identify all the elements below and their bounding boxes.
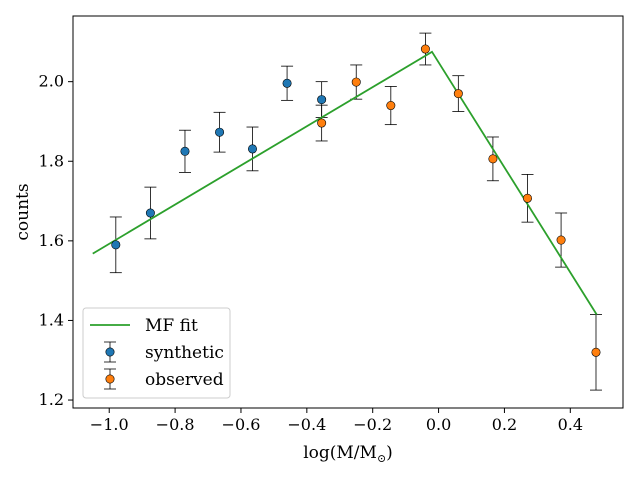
synthetic-point: [215, 127, 225, 137]
legend-observed-label: observed: [145, 370, 224, 390]
x-tick-label: −0.6: [222, 415, 261, 434]
legend-observed-marker: [105, 374, 115, 384]
legend-fit-label: MF fit: [145, 316, 198, 336]
legend: MF fit synthetic observed: [82, 307, 231, 399]
observed-point: [420, 44, 430, 54]
x-tick-label: −0.2: [353, 415, 392, 434]
points-group: [111, 44, 601, 357]
synthetic-point: [247, 144, 257, 154]
legend-box: [82, 307, 231, 399]
y-tick-label: 1.6: [39, 231, 64, 250]
y-tick-label: 1.2: [39, 390, 64, 409]
synthetic-point: [145, 208, 155, 218]
ticks-group: −1.0 −0.8 −0.6 −0.4 −0.2 0.0 0.2 0.4 1.2 1.4 1.6 1.…: [39, 72, 583, 434]
x-tick-label: −1.0: [90, 415, 129, 434]
y-axis-label: counts: [13, 183, 33, 240]
x-axis-label: log(M/M⊙): [303, 443, 393, 465]
synthetic-point: [317, 95, 327, 105]
x-tick-label: −0.4: [287, 415, 326, 434]
x-tick-label: 0.2: [492, 415, 517, 434]
synthetic-point: [282, 78, 292, 88]
y-tick-label: 2.0: [39, 72, 64, 91]
x-tick-label: −0.8: [156, 415, 195, 434]
legend-synthetic-label: synthetic: [145, 343, 224, 363]
observed-point: [453, 89, 463, 99]
observed-point: [522, 193, 532, 203]
observed-point: [556, 235, 566, 245]
synthetic-point: [180, 146, 190, 156]
y-tick-label: 1.4: [39, 310, 64, 329]
fit-line: [92, 50, 598, 315]
observed-point: [317, 118, 327, 128]
observed-point: [591, 347, 601, 357]
y-tick-label: 1.8: [39, 151, 64, 170]
observed-point: [488, 154, 498, 164]
synthetic-point: [111, 240, 121, 250]
plot-frame: [72, 15, 624, 409]
x-tick-label: 0.0: [426, 415, 451, 434]
observed-point: [351, 77, 361, 87]
errorbars-group: [109, 32, 602, 391]
x-tick-label: 0.4: [558, 415, 583, 434]
legend-synthetic-marker: [105, 347, 115, 357]
observed-point: [386, 101, 396, 111]
